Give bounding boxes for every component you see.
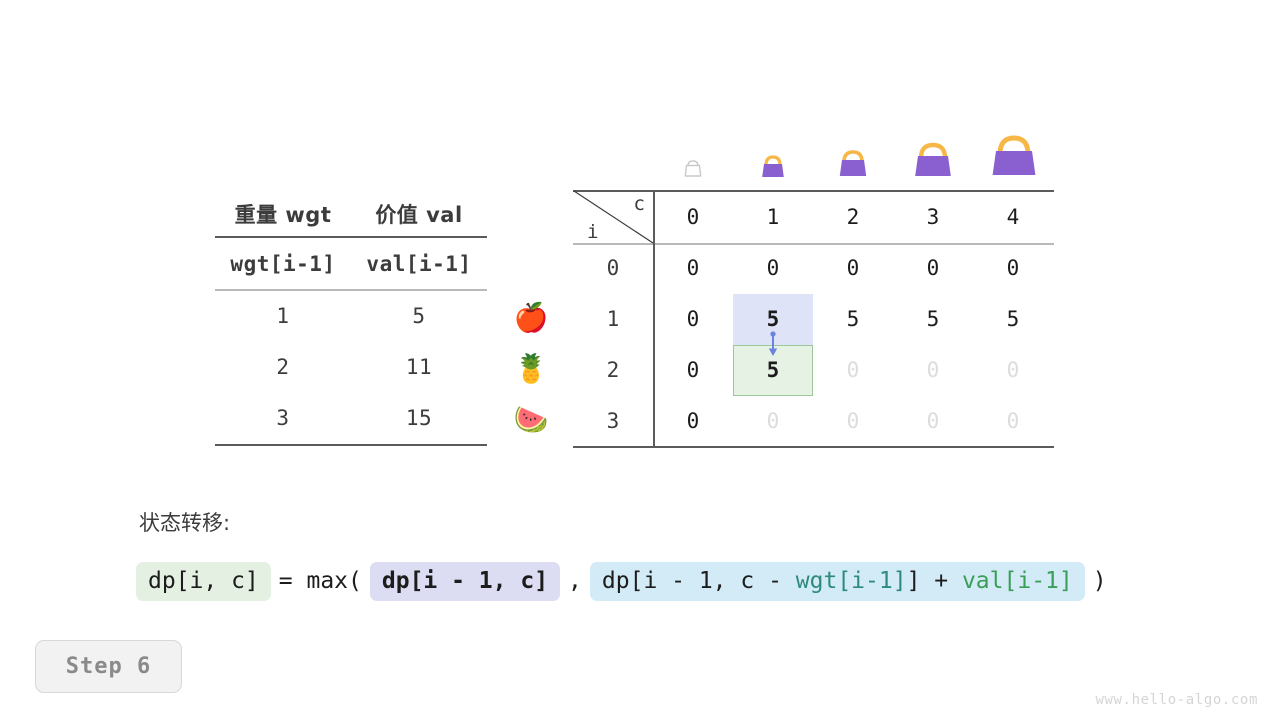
dp-cell-2-0: 0: [686, 358, 700, 382]
item-table-rule-bottom: [215, 443, 487, 446]
dp-cell-3-0: 0: [686, 409, 700, 433]
item-wgt-2: 2: [276, 355, 290, 379]
bag-icon-capacity-4: [992, 135, 1036, 175]
item-table-rule-mid: [215, 289, 487, 291]
fruit-column: 🍎 🍍 🍉: [505, 292, 557, 445]
dp-col-header-1: 1: [766, 205, 780, 229]
item-table-row: 2 11: [215, 342, 487, 393]
dp-axis-label-c: c: [633, 193, 645, 215]
dp-col-header-3: 3: [926, 205, 940, 229]
formula-arg1: dp[i - 1, c]: [369, 561, 561, 601]
dp-cell-0-1: 0: [766, 256, 780, 280]
watermelon-icon: 🍉: [513, 403, 549, 436]
item-wgt-3: 3: [276, 406, 290, 430]
formula-lhs: dp[i, c]: [136, 561, 271, 601]
dp-row-header-2: 2: [606, 358, 620, 382]
item-table-subheader-val: val[i-1]: [366, 251, 472, 276]
dp-cell-3-4: 0: [1006, 409, 1020, 433]
bag-icon-capacity-0: [684, 160, 702, 177]
dp-col-header-2: 2: [846, 205, 860, 229]
formula-arg2-mid: ] +: [906, 567, 962, 594]
dp-col-header-4: 4: [1006, 205, 1020, 229]
step-badge: Step 6: [35, 640, 182, 693]
dp-cell-3-3: 0: [926, 409, 940, 433]
item-table-subheader-row: wgt[i-1] val[i-1]: [215, 238, 487, 289]
bag-icon-capacity-3: [915, 142, 951, 176]
dp-cell-2-1: 5: [766, 358, 780, 382]
item-wgt-1: 1: [276, 304, 290, 328]
item-table-header-wgt: 重量 wgt: [234, 203, 332, 227]
formula-arg2-wgt: wgt[i-1]: [795, 567, 907, 594]
dp-cell-0-0: 0: [686, 256, 700, 280]
dp-cell-2-4: 0: [1006, 358, 1020, 382]
item-val-2: 11: [405, 355, 433, 379]
pineapple-icon: 🍍: [513, 352, 549, 385]
item-table-row: 3 15: [215, 393, 487, 444]
dp-cell-0-4: 0: [1006, 256, 1020, 280]
dp-cell-2-2: 0: [846, 358, 860, 382]
dp-cell-0-2: 0: [846, 256, 860, 280]
formula-comma: ,: [568, 568, 582, 594]
apple-icon: 🍎: [513, 301, 549, 334]
bag-icon-capacity-1: [762, 155, 784, 177]
bag-icon-capacity-2: [839, 150, 867, 176]
transition-arrow-icon: [768, 331, 778, 356]
transition-formula: dp[i, c] = max( dp[i - 1, c] , dp[i - 1,…: [136, 557, 1115, 605]
dp-col-header-0: 0: [686, 205, 700, 229]
formula-arg2-val: val[i-1]: [961, 567, 1073, 594]
formula-eq: = max(: [278, 568, 362, 594]
dp-cell-3-2: 0: [846, 409, 860, 433]
dp-cell-2-3: 0: [926, 358, 940, 382]
dp-cell-1-3: 5: [926, 307, 940, 331]
dp-row-header-3: 3: [606, 409, 620, 433]
dp-highlight-target: [733, 345, 813, 396]
dp-cell-1-1: 5: [766, 307, 780, 331]
formula-arg2-pre: dp[i - 1, c -: [601, 567, 796, 594]
item-table: 重量 wgt 价值 val wgt[i-1] val[i-1] 1 5 2 11…: [215, 192, 487, 446]
watermark: www.hello-algo.com: [1095, 692, 1258, 708]
item-table-header-val: 价值 val: [375, 203, 463, 227]
item-val-1: 5: [412, 304, 426, 328]
item-table-subheader-wgt: wgt[i-1]: [230, 251, 336, 276]
dp-cell-1-4: 5: [1006, 307, 1020, 331]
item-table-row: 1 5: [215, 291, 487, 342]
dp-table-corner-cell: c i: [573, 190, 654, 244]
item-table-header-row: 重量 wgt 价值 val: [215, 192, 487, 236]
dp-row-header-0: 0: [606, 256, 620, 280]
transition-label: 状态转移:: [139, 511, 231, 535]
dp-table-rule-mid: [573, 243, 1054, 245]
dp-row-header-1: 1: [606, 307, 620, 331]
dp-table-rule-top: [573, 190, 1054, 192]
formula-arg2: dp[i - 1, c - wgt[i-1]] + val[i-1]: [589, 561, 1085, 601]
dp-cell-1-2: 5: [846, 307, 860, 331]
item-val-3: 15: [405, 406, 433, 430]
dp-cell-3-1: 0: [766, 409, 780, 433]
diagonal-divider-icon: [573, 190, 654, 244]
dp-table-vertical-divider: [653, 190, 655, 448]
dp-cell-0-3: 0: [926, 256, 940, 280]
formula-close: ): [1092, 568, 1107, 594]
dp-cell-1-0: 0: [686, 307, 700, 331]
dp-table-rule-bottom: [573, 446, 1054, 448]
item-table-rule-top: [215, 236, 487, 238]
dp-axis-label-i: i: [587, 221, 599, 243]
